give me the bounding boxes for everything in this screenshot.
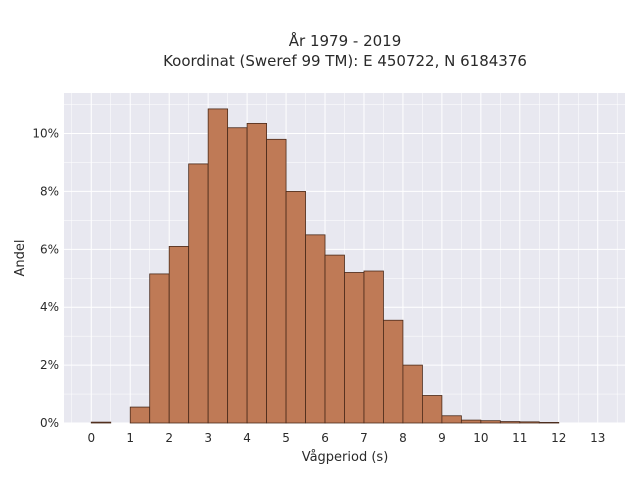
x-tick-label: 6 [321,431,329,445]
histogram-bar [324,254,345,424]
x-tick-label: 8 [399,431,407,445]
histogram-bar [422,395,443,424]
histogram-bar [402,364,423,424]
y-tick-label: 8% [40,184,59,198]
histogram-bar [519,421,540,424]
x-tick-label: 11 [512,431,527,445]
x-axis-ticks: 0 1 2 3 4 5 6 7 8 9 10 11 12 13 [87,431,605,445]
histogram-bar [538,422,560,424]
histogram-bar [246,122,267,424]
x-tick-label: 12 [551,431,566,445]
histogram-bar [207,108,229,424]
histogram-bar [344,272,365,424]
x-tick-label: 1 [126,431,134,445]
histogram-bar [460,419,482,424]
y-tick-label: 2% [40,358,59,372]
histogram-bar [227,127,248,424]
x-tick-label: 10 [473,431,488,445]
bars [90,108,560,424]
x-tick-label: 0 [87,431,95,445]
histogram-bar [90,421,112,424]
histogram-bar [305,234,326,424]
chart-title-line-1: År 1979 - 2019 [289,31,402,50]
y-axis-ticks: 0% 2% 4% 6% 8% 10% [32,127,59,430]
histogram-bar [441,415,462,424]
x-tick-label: 3 [204,431,212,445]
x-axis-label: Vågperiod (s) [302,450,389,465]
y-axis-label: Andel [13,240,28,277]
x-tick-label: 5 [282,431,290,445]
histogram-bar [499,421,521,424]
y-tick-label: 0% [40,416,59,430]
histogram-bar [480,420,501,424]
histogram-bar [363,270,384,424]
histogram-bar [149,273,170,424]
histogram-bar [188,163,209,424]
y-tick-label: 10% [32,127,59,141]
x-tick-label: 4 [243,431,251,445]
histogram-bar [383,319,404,424]
y-tick-label: 4% [40,300,59,314]
chart-title-line-2: Koordinat (Sweref 99 TM): E 450722, N 61… [163,52,527,70]
y-tick-label: 6% [40,242,59,256]
x-tick-label: 7 [360,431,368,445]
histogram-bar [168,246,190,424]
histogram-bar [129,406,151,424]
histogram-bar [266,138,287,424]
x-tick-label: 2 [165,431,173,445]
histogram-bar [285,191,306,424]
x-tick-label: 9 [438,431,446,445]
x-tick-label: 13 [590,431,605,445]
